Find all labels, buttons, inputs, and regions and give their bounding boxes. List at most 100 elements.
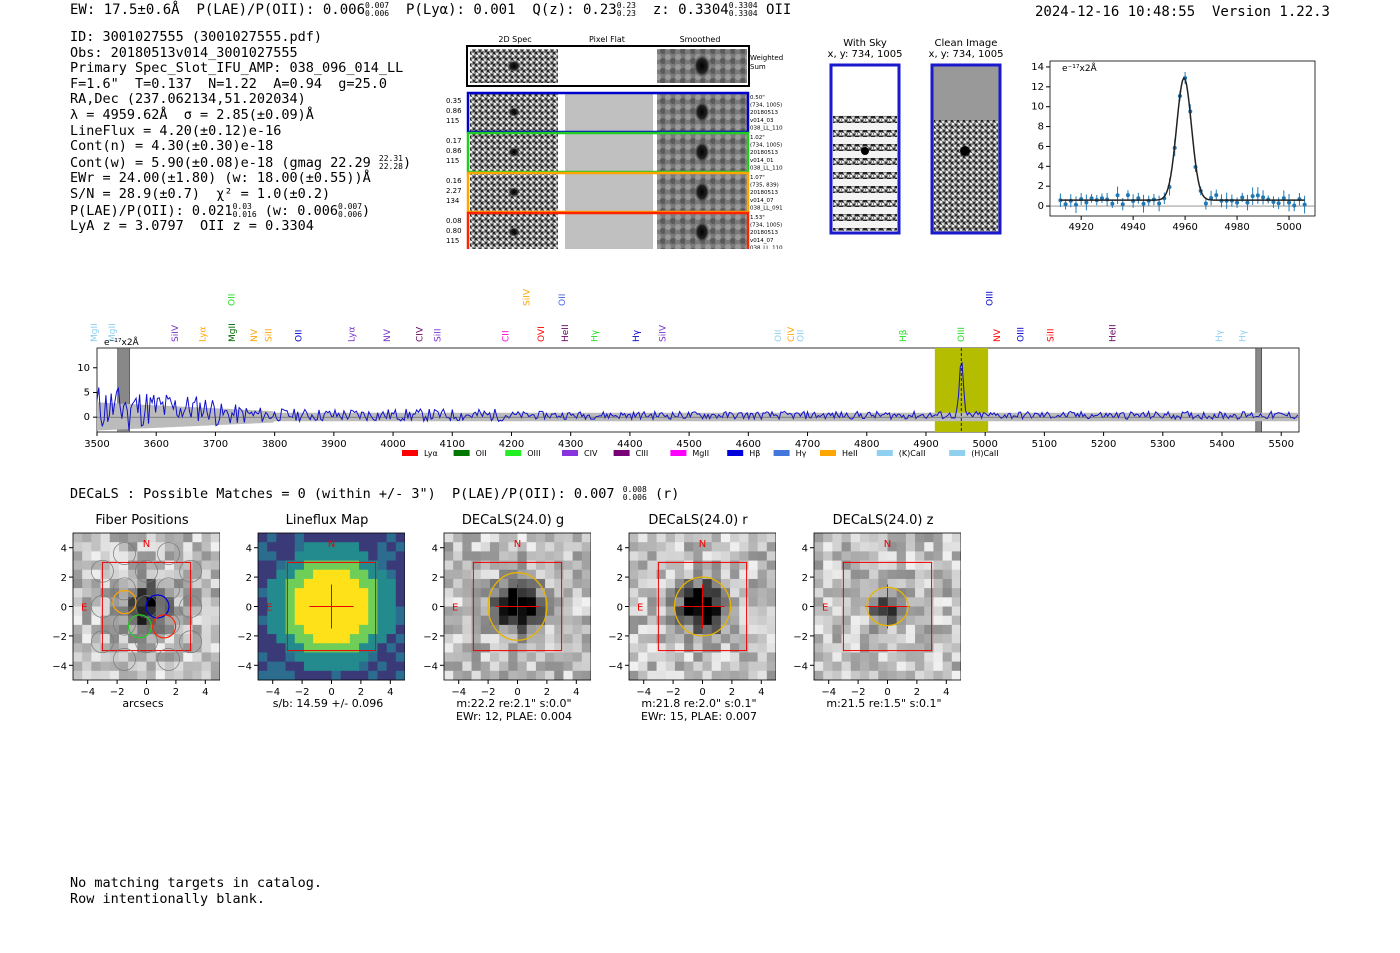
fiber-row-value: 0.17	[446, 137, 462, 145]
legend-label: Hγ	[796, 449, 807, 458]
fiber-row-meta: 038_LL_091	[750, 205, 783, 211]
fiber-row: 0.08 0.80 115 1.53" (734, 1005)20180513 v014_…	[446, 211, 783, 249]
cutout-ytick: 4	[432, 544, 438, 555]
fiber-pixelflat	[565, 94, 653, 131]
clean-image-xy: x, y: 734, 1005	[928, 49, 1004, 60]
cutout-ytick: −4	[423, 661, 438, 672]
fiber-row-meta: v014_03	[750, 118, 774, 124]
highlighted-fiber	[127, 614, 152, 639]
spectrum-xtick: 5000	[972, 439, 997, 450]
emission-line-label: SiIV	[171, 324, 181, 342]
fiber-pixelflat	[565, 174, 653, 211]
spectrum-xtick: 4000	[380, 439, 405, 450]
spectrum-xtick: 4600	[736, 439, 761, 450]
with-sky-image	[829, 63, 901, 235]
fit-data-point	[1157, 201, 1162, 206]
emission-line-label: SiII	[433, 328, 443, 342]
fiber-row-value: 0.35	[446, 97, 462, 105]
spectrum-xtick: 4200	[499, 439, 524, 450]
flux-line	[96, 361, 1299, 431]
cutout-caption: m:22.2 re:2.1" s:0.0"	[456, 697, 572, 710]
cutout-xtick: −2	[481, 687, 496, 698]
highlighted-fiber	[145, 594, 170, 619]
cutout-ytick: 2	[802, 573, 808, 584]
fit-data-point	[1276, 201, 1281, 206]
fit-data-point	[1058, 198, 1063, 203]
cutout-ytick: 2	[246, 573, 252, 584]
cutout-xtick: 2	[358, 687, 364, 698]
fit-xtick: 4920	[1068, 222, 1093, 233]
fiber-row-meta: 20180513	[750, 150, 778, 156]
fit-data-point	[1302, 202, 1307, 207]
weighted-sum-label-1: Weighted	[750, 54, 783, 62]
east-marker: E	[266, 603, 272, 614]
decals-summary: DECaLS : Possible Matches = 0 (within +/…	[70, 485, 680, 503]
line-fit-plot: e⁻¹⁷x2Å 4920 4940 4960 4980 5000 0 2 4 6 8 10 12 14	[1031, 60, 1316, 233]
fit-ytick: 4	[1038, 161, 1044, 172]
fit-ytick: 0	[1038, 201, 1044, 212]
cutout-title: Fiber Positions	[95, 513, 189, 528]
fiber-row-value: 134	[446, 197, 460, 205]
cutout-title: DECaLS(24.0) g	[461, 513, 565, 528]
north-marker: N	[328, 539, 335, 550]
spectrum-xtick: 4500	[676, 439, 701, 450]
cutout-xtick: −4	[80, 687, 95, 698]
fit-data-point	[1240, 195, 1245, 200]
col-header-smoothed: Smoothed	[680, 35, 721, 44]
fiber-circle	[113, 542, 136, 565]
fiber-row-meta: 038_LL_110	[750, 165, 783, 171]
emission-line-label: NV	[250, 328, 260, 342]
cutout-xtick: −2	[110, 687, 125, 698]
weighted-sum-row: Weighted Sum	[466, 45, 783, 87]
fit-ytick: 6	[1038, 141, 1044, 152]
info-radec: RA,Dec (237.062134,51.202034)	[70, 91, 306, 108]
fiber-row-meta: v014_01	[750, 158, 774, 164]
fiber-row-meta: 038_LL_110	[750, 125, 783, 131]
fiber-row-meta: v014_07	[750, 238, 774, 244]
cutout-xtick: 0	[884, 687, 890, 698]
error-band	[97, 402, 1298, 431]
info-lya: LyA z = 3.0797 OII z = 0.3304	[70, 218, 314, 235]
emission-line-label: CIV	[416, 326, 426, 342]
emission-line-label: CII	[502, 330, 512, 342]
legend-label: OIII	[527, 449, 540, 458]
emission-line-label: CIV	[787, 326, 797, 342]
fiber-row-meta: 038_LL_110	[750, 245, 783, 249]
emission-line-label: OII	[294, 330, 304, 342]
north-marker: N	[884, 539, 891, 550]
emission-line-label: OIII	[1017, 327, 1027, 342]
aperture-box	[286, 561, 377, 652]
fiber-row-value: 0.86	[446, 147, 462, 155]
cutout-ytick: 0	[802, 603, 808, 614]
cutout-xtick: 0	[514, 687, 520, 698]
fit-data-point	[1084, 200, 1089, 205]
fiber-spectra-panels: 2D Spec Pixel Flat Smoothed Weighted Sum…	[446, 35, 783, 249]
fit-data-point	[1245, 200, 1250, 205]
fiber-circle	[157, 577, 180, 601]
fiber-row-value: 0.86	[446, 107, 462, 115]
spectrum-xtick: 4100	[440, 439, 465, 450]
cutout-ytick: −2	[608, 632, 623, 643]
cutout-ytick: −2	[423, 632, 438, 643]
fit-data-point	[1063, 202, 1068, 207]
cutout-ytick: −2	[52, 632, 67, 643]
highlighted-fiber	[112, 590, 137, 615]
east-marker: E	[452, 603, 458, 614]
info-contn: Cont(n) = 4.30(±0.30)e-18	[70, 138, 274, 155]
fit-data-point	[1209, 195, 1214, 200]
fiber-row-border	[466, 211, 750, 249]
cutout-ytick: −2	[793, 632, 808, 643]
cutout-caption-2: EWr: 15, PLAE: 0.007	[640, 710, 758, 723]
spectrum-xtick: 5200	[1091, 439, 1116, 450]
highlighted-fiber	[152, 614, 177, 639]
fiber-circle	[179, 559, 202, 583]
info-plae: P(LAE)/P(OII): 0.0210.03 0.016 (w: 0.0060…	[70, 201, 371, 219]
cutout-ytick: 2	[432, 573, 438, 584]
cutout-image: N E −4 −2 0 2 4 4 2 0 −2 −4	[608, 532, 776, 698]
fit-ytick: 14	[1031, 62, 1044, 73]
fit-xtick: 4940	[1120, 222, 1145, 233]
plae-header: P(LAE)/P(OII): 0.006	[196, 2, 366, 18]
cutout-caption: arcsecs	[122, 697, 164, 710]
cutout-ytick: −4	[52, 661, 67, 672]
cutout-xtick: 4	[387, 687, 393, 698]
